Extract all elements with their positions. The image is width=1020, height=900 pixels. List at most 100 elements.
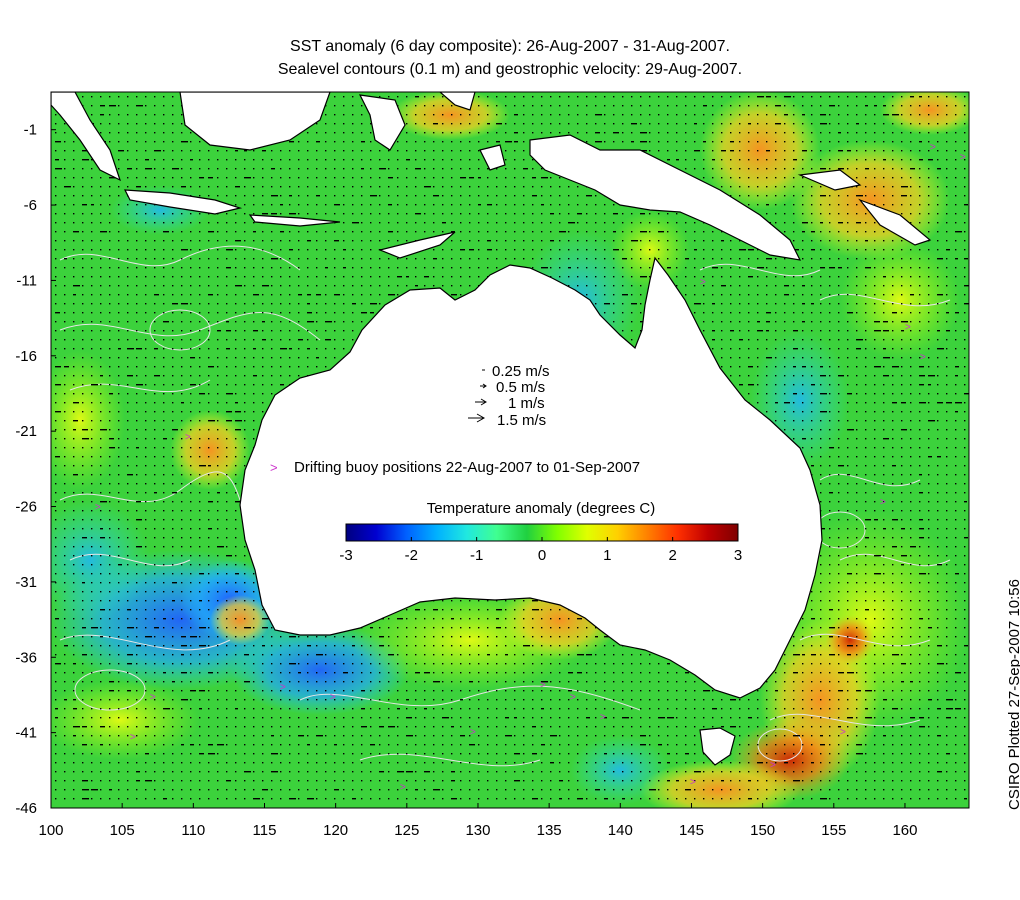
velocity-vector: [469, 249, 474, 251]
velocity-vector: [316, 231, 318, 233]
velocity-vector: [496, 213, 498, 215]
velocity-vector: [451, 285, 453, 287]
velocity-vector: [451, 213, 453, 215]
velocity-vector: [442, 249, 444, 251]
velocity-vector: [154, 186, 156, 188]
velocity-vector: [190, 321, 192, 323]
velocity-vector: [91, 222, 93, 224]
velocity-vector: [559, 186, 561, 188]
velocity-vector: [505, 132, 507, 134]
velocity-vector: [910, 411, 912, 413]
velocity-vector: [937, 492, 939, 494]
velocity-vector: [910, 258, 912, 260]
velocity-vector: [487, 168, 490, 170]
velocity-vector: [829, 510, 831, 512]
velocity-vector: [163, 474, 165, 476]
velocity-vector: [118, 528, 120, 530]
velocity-vector: [955, 303, 957, 305]
velocity-vector: [424, 132, 426, 134]
velocity-vector: [298, 195, 300, 197]
velocity-vector: [361, 150, 363, 152]
velocity-vector: [613, 204, 615, 206]
velocity-vector: [856, 96, 858, 98]
velocity-vector: [847, 429, 854, 431]
velocity-vector: [199, 186, 201, 188]
velocity-vector: [190, 492, 192, 494]
velocity-vector: [955, 321, 957, 323]
velocity-vector: [721, 105, 723, 107]
velocity-vector: [919, 249, 921, 251]
velocity-vector: [505, 222, 507, 224]
velocity-vector: [145, 267, 147, 269]
velocity-vector: [154, 492, 157, 494]
velocity-vector: [604, 141, 606, 143]
velocity-vector: [433, 204, 435, 206]
velocity-vector: [865, 195, 867, 197]
velocity-vector: [136, 519, 142, 521]
velocity-vector: [298, 168, 300, 170]
velocity-vector: [892, 447, 894, 449]
velocity-vector: [379, 285, 381, 287]
velocity-vector: [145, 204, 147, 206]
velocity-vector: [55, 420, 57, 422]
velocity-vector: [883, 384, 885, 386]
velocity-vector: [262, 168, 264, 170]
velocity-vector: [919, 150, 921, 152]
velocity-vector: [127, 366, 129, 368]
velocity-vector: [919, 294, 921, 296]
velocity-vector: [109, 492, 111, 494]
velocity-vector: [424, 231, 426, 233]
velocity-vector: [766, 213, 768, 215]
velocity-vector: [928, 141, 930, 143]
velocity-vector: [343, 123, 345, 125]
velocity-vector: [172, 393, 174, 395]
velocity-vector: [172, 213, 174, 215]
velocity-vector: [415, 285, 418, 287]
velocity-vector: [739, 132, 741, 134]
velocity-vector: [334, 132, 336, 134]
velocity-vector: [280, 384, 284, 386]
velocity-vector: [109, 483, 111, 485]
velocity-vector: [406, 168, 408, 170]
velocity-vector: [343, 231, 345, 233]
velocity-vector: [469, 168, 471, 170]
velocity-vector: [784, 366, 786, 368]
velocity-vector: [838, 393, 840, 395]
velocity-vector: [937, 510, 939, 512]
velocity-vector: [460, 159, 462, 161]
velocity-vector: [352, 240, 354, 242]
velocity-vector: [55, 231, 57, 233]
velocity-vector: [100, 96, 102, 98]
velocity-vector: [793, 231, 795, 233]
velocity-vector: [559, 105, 561, 107]
velocity-vector: [586, 231, 588, 233]
velocity-vector: [190, 501, 192, 503]
velocity-vector: [55, 366, 61, 368]
velocity-vector: [154, 294, 159, 296]
velocity-vector: [856, 303, 858, 305]
velocity-vector: [496, 114, 498, 116]
velocity-vector: [937, 366, 939, 368]
velocity-vector: [883, 177, 885, 179]
velocity-vector: [244, 339, 246, 341]
velocity-vector: [793, 213, 795, 215]
velocity-vector: [946, 330, 950, 332]
velocity-vector: [883, 402, 885, 404]
velocity-vector: [505, 231, 507, 233]
velocity-vector: [946, 177, 948, 179]
velocity-vector: [172, 339, 174, 341]
velocity-vector: [208, 429, 210, 431]
velocity-vector: [658, 240, 660, 242]
velocity-vector: [73, 213, 75, 215]
velocity-vector: [874, 231, 876, 233]
velocity-vector: [424, 123, 426, 125]
velocity-vector: [901, 321, 908, 323]
velocity-vector: [154, 357, 156, 359]
velocity-vector: [244, 438, 246, 440]
velocity-vector: [361, 213, 363, 215]
velocity-vector: [811, 357, 813, 359]
velocity-vector: [856, 204, 858, 206]
velocity-vector: [586, 240, 588, 242]
velocity-vector: [703, 177, 705, 179]
velocity-vector: [865, 303, 867, 305]
